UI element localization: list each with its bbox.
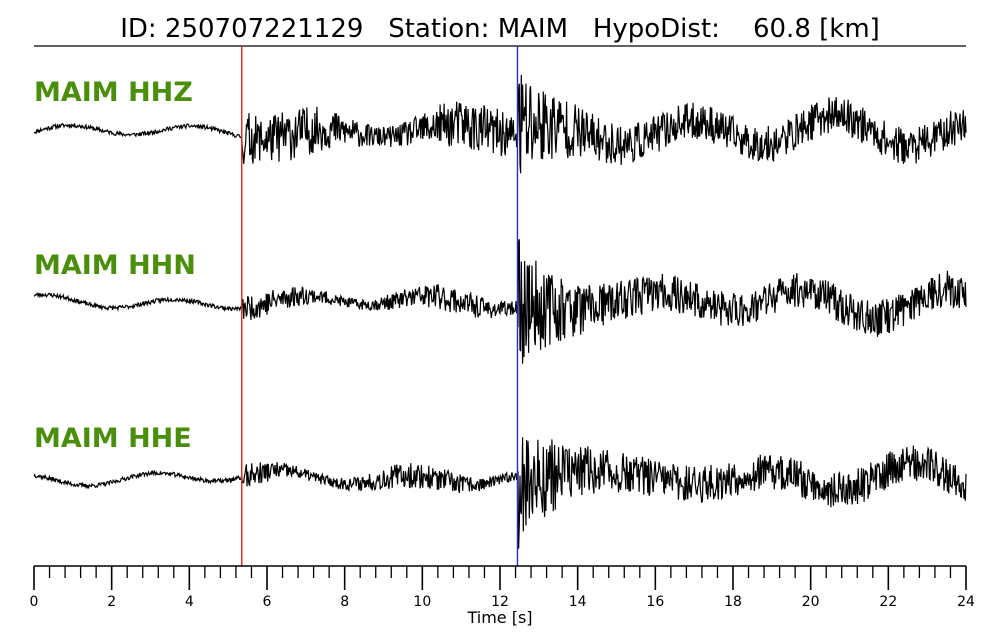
channel-label-maim-hhn: MAIM HHN [34, 250, 196, 281]
tick-label: 16 [646, 594, 664, 610]
title-station-value: MAIM [498, 14, 568, 44]
channel-label-maim-hhe: MAIM HHE [34, 423, 192, 454]
title-station-label: Station: [388, 14, 489, 44]
title-dist-label: HypoDist: [593, 14, 720, 44]
title-dist-unit: [km] [819, 14, 880, 44]
tick-label: 18 [724, 594, 742, 610]
trace-maim-hhn [33, 239, 967, 364]
pick-layer [241, 46, 519, 566]
title-id-label: ID: [120, 14, 156, 44]
channel-label-maim-hhz: MAIM HHZ [34, 77, 193, 108]
tick-label: 20 [802, 594, 820, 610]
tick-label: 22 [879, 594, 897, 610]
chart-title: ID: 250707221129 Station: MAIM HypoDist:… [120, 14, 880, 44]
tick-label: 6 [263, 594, 272, 610]
tick-label: 8 [340, 594, 349, 610]
title-dist-value: 60.8 [753, 14, 811, 44]
tick-label: 12 [491, 594, 509, 610]
tick-label: 10 [413, 594, 431, 610]
channel-label-layer: MAIM HHZ MAIM HHN MAIM HHE [34, 77, 196, 454]
trace-maim-hhe [33, 437, 967, 549]
tick-label: 14 [569, 594, 587, 610]
title-id-value: 250707221129 [165, 14, 364, 44]
x-axis-label: Time [s] [466, 608, 532, 627]
time-axis: 0 2 4 6 8 10 12 14 16 18 20 22 24 [30, 565, 975, 610]
trace-maim-hhz [33, 74, 967, 174]
tick-label: 2 [107, 594, 116, 610]
tick-label: 24 [957, 594, 975, 610]
tick-label: 4 [185, 594, 194, 610]
tick-label: 0 [30, 594, 39, 610]
trace-layer [33, 74, 967, 549]
